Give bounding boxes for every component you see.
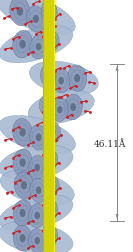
Ellipse shape bbox=[21, 181, 27, 190]
Ellipse shape bbox=[0, 115, 75, 154]
Ellipse shape bbox=[49, 182, 54, 188]
Ellipse shape bbox=[13, 30, 32, 58]
Ellipse shape bbox=[45, 32, 59, 52]
Ellipse shape bbox=[70, 103, 76, 111]
Ellipse shape bbox=[17, 7, 23, 16]
Ellipse shape bbox=[20, 209, 26, 217]
Ellipse shape bbox=[41, 0, 57, 23]
Ellipse shape bbox=[34, 237, 40, 244]
Ellipse shape bbox=[48, 207, 53, 213]
Ellipse shape bbox=[57, 106, 63, 113]
Ellipse shape bbox=[0, 195, 73, 231]
Ellipse shape bbox=[28, 155, 46, 180]
Ellipse shape bbox=[43, 150, 58, 170]
Ellipse shape bbox=[51, 98, 68, 121]
Ellipse shape bbox=[68, 65, 87, 91]
Ellipse shape bbox=[0, 221, 73, 252]
Ellipse shape bbox=[13, 225, 32, 251]
Ellipse shape bbox=[46, 235, 51, 242]
Ellipse shape bbox=[30, 125, 48, 150]
Ellipse shape bbox=[48, 157, 53, 163]
Ellipse shape bbox=[46, 75, 51, 82]
Ellipse shape bbox=[13, 118, 32, 146]
Ellipse shape bbox=[46, 131, 51, 138]
Ellipse shape bbox=[19, 128, 26, 137]
Ellipse shape bbox=[33, 15, 39, 23]
Ellipse shape bbox=[52, 69, 70, 93]
Ellipse shape bbox=[26, 6, 45, 32]
Ellipse shape bbox=[48, 232, 53, 239]
Ellipse shape bbox=[0, 25, 73, 63]
Ellipse shape bbox=[74, 74, 80, 82]
Ellipse shape bbox=[20, 234, 26, 242]
Ellipse shape bbox=[36, 43, 41, 50]
Ellipse shape bbox=[47, 8, 52, 15]
Ellipse shape bbox=[29, 229, 46, 252]
Ellipse shape bbox=[49, 39, 54, 45]
Ellipse shape bbox=[0, 145, 73, 180]
Ellipse shape bbox=[39, 94, 54, 115]
Ellipse shape bbox=[51, 129, 56, 136]
Ellipse shape bbox=[43, 200, 58, 220]
Ellipse shape bbox=[28, 90, 94, 124]
Ellipse shape bbox=[44, 102, 49, 108]
Ellipse shape bbox=[45, 72, 50, 79]
Ellipse shape bbox=[46, 10, 51, 17]
Text: 46.11Å: 46.11Å bbox=[94, 140, 127, 149]
Ellipse shape bbox=[34, 212, 40, 219]
Ellipse shape bbox=[20, 159, 26, 167]
Ellipse shape bbox=[13, 149, 32, 176]
Ellipse shape bbox=[36, 134, 41, 141]
Ellipse shape bbox=[30, 178, 47, 202]
Ellipse shape bbox=[46, 122, 61, 143]
Ellipse shape bbox=[45, 175, 59, 195]
Ellipse shape bbox=[46, 159, 51, 166]
Ellipse shape bbox=[58, 77, 64, 84]
Ellipse shape bbox=[34, 164, 40, 171]
Ellipse shape bbox=[30, 35, 47, 59]
Ellipse shape bbox=[46, 104, 51, 111]
Ellipse shape bbox=[28, 203, 46, 228]
Ellipse shape bbox=[13, 200, 32, 226]
Ellipse shape bbox=[29, 61, 98, 95]
Ellipse shape bbox=[36, 186, 41, 194]
Ellipse shape bbox=[43, 226, 58, 246]
Ellipse shape bbox=[46, 184, 51, 191]
Ellipse shape bbox=[0, 170, 74, 205]
Ellipse shape bbox=[64, 94, 82, 120]
Ellipse shape bbox=[46, 41, 51, 48]
Bar bbox=[43, 0, 54, 252]
Ellipse shape bbox=[40, 65, 55, 86]
Ellipse shape bbox=[19, 40, 26, 48]
Ellipse shape bbox=[10, 0, 30, 26]
Ellipse shape bbox=[0, 0, 75, 35]
Ellipse shape bbox=[14, 172, 34, 199]
Ellipse shape bbox=[46, 209, 51, 216]
